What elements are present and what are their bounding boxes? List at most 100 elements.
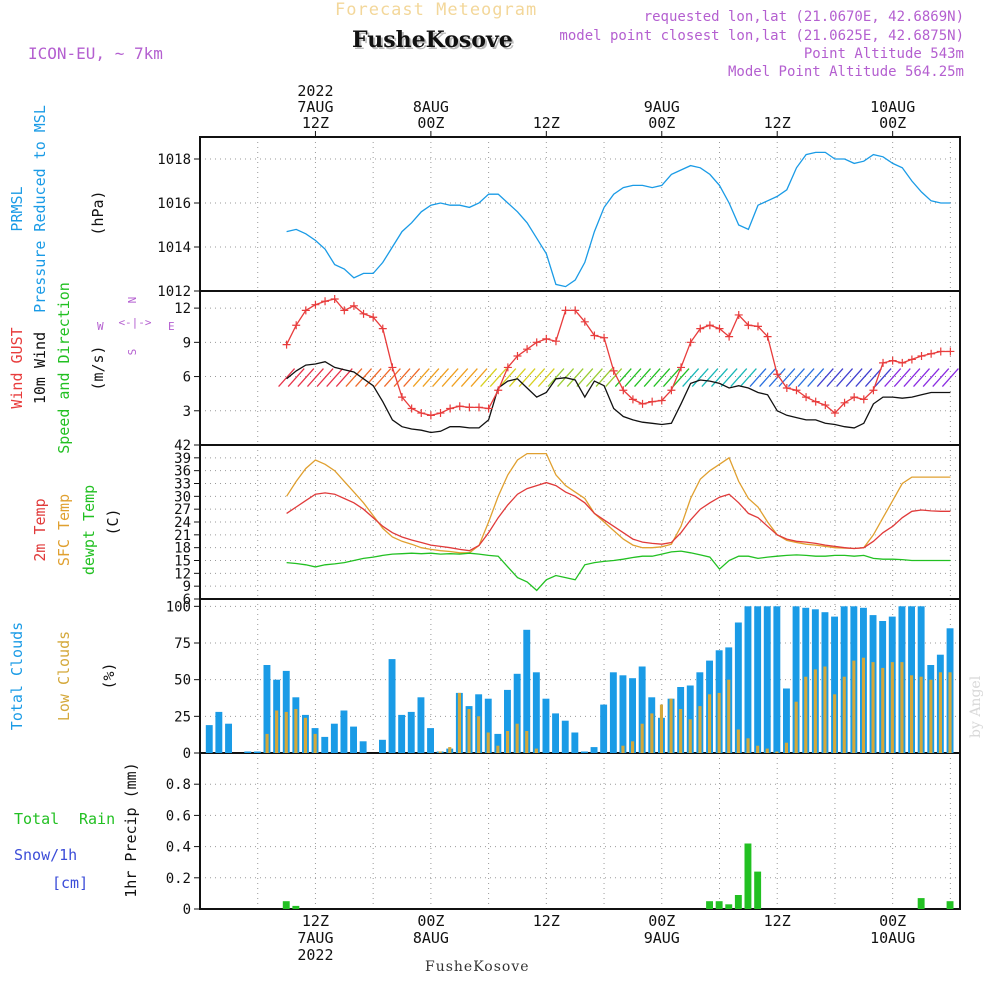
wind-direction-arrow (884, 368, 902, 387)
panel-frame (199, 752, 961, 910)
gust-marker (696, 324, 705, 333)
gust-marker (436, 409, 445, 418)
gust-marker (763, 332, 772, 341)
low-cloud-bar (486, 732, 490, 753)
gust-marker (523, 345, 532, 354)
gust-marker (677, 363, 686, 372)
gust-marker (513, 352, 522, 361)
total-cloud-bar (321, 736, 329, 753)
y-tick-label: 24 (174, 515, 191, 531)
gust-marker (648, 397, 657, 406)
wind-direction-arrow (864, 368, 882, 387)
closest-coords: model point closest lon,lat (21.0625E, 4… (559, 28, 964, 44)
low-cloud-bar (275, 710, 279, 753)
low-cloud-bar (842, 676, 846, 753)
wind-direction-arrow (383, 368, 401, 387)
low-cloud-bar (708, 694, 712, 753)
gust-marker (869, 386, 878, 395)
wind-direction-arrow (932, 368, 950, 387)
top-time-label: 00Z (417, 114, 444, 132)
low-cloud-bar (794, 701, 798, 753)
low-cloud-bar (448, 747, 452, 753)
gust-marker (811, 397, 820, 406)
series-gust-line (286, 298, 951, 416)
total-cloud-bar (388, 659, 396, 753)
total-cloud-bar (581, 751, 588, 753)
wind-direction-arrow (836, 368, 854, 387)
y-tick-label: 1016 (157, 196, 191, 212)
wind-direction-arrow (451, 368, 469, 387)
y-tick-label: 1014 (157, 240, 191, 256)
gust-marker (292, 321, 301, 330)
gust-marker (417, 409, 426, 418)
y-tick-label: 0.4 (166, 840, 191, 856)
total-cloud-bar (215, 711, 223, 753)
y-tick-label: 0.6 (166, 808, 191, 824)
requested-coords: requested lon,lat (21.0670E, 42.6869N) (643, 9, 964, 25)
low-cloud-bar (736, 729, 740, 753)
wind-direction-arrow (422, 368, 440, 387)
gust-marker (474, 403, 483, 412)
panel-0: 1012 1014 1016 1018 (157, 136, 961, 300)
bottom-time-label: 9AUG (644, 929, 680, 947)
low-cloud-bar (457, 692, 461, 753)
wind-direction-arrow (306, 368, 324, 387)
total-cloud-bar (359, 741, 367, 753)
gust-marker (590, 331, 599, 340)
ylabel-ms: (m/s) (89, 345, 107, 390)
wind-direction-arrow (537, 368, 555, 387)
ylabel-lowclouds: Low Clouds (55, 631, 73, 721)
low-cloud-bar (631, 741, 635, 753)
gust-marker (840, 398, 849, 407)
ylabel-sfc: SFC Temp (55, 494, 73, 566)
top-time-label: 2022 (297, 82, 333, 100)
model-label: ICON-EU, ~ 7km (28, 44, 163, 63)
bottom-time-label: 00Z (879, 912, 906, 930)
top-time-label: 8AUG (413, 98, 449, 116)
gust-marker (407, 404, 416, 413)
rain-bar (754, 871, 762, 909)
wind-direction-arrow (816, 368, 834, 387)
wind-direction-arrow (643, 368, 661, 387)
model-altitude: Model Point Altitude 564.25m (727, 64, 964, 80)
gust-marker (907, 355, 916, 364)
gust-marker (321, 297, 330, 306)
low-cloud-bar (861, 657, 865, 753)
gust-marker (349, 301, 358, 310)
low-cloud-bar (515, 723, 519, 753)
gust-marker (359, 309, 368, 318)
series-dewpt-line (286, 550, 951, 592)
rain-bar (725, 904, 733, 909)
low-cloud-bar (929, 679, 933, 753)
gust-marker (705, 321, 714, 330)
y-tick-label: 21 (174, 528, 191, 544)
wind-direction-arrow (499, 368, 517, 387)
wind-direction-arrow (412, 368, 430, 387)
low-cloud-bar (659, 704, 663, 753)
wind-direction-arrow (941, 368, 959, 387)
wind-direction-arrow (874, 368, 892, 387)
gust-marker (532, 338, 541, 347)
low-cloud-bar (717, 692, 721, 753)
gust-marker (571, 306, 580, 315)
y-tick-label: 9 (183, 579, 191, 595)
low-cloud-bar (284, 711, 288, 753)
y-tick-label: 25 (174, 709, 191, 725)
low-cloud-bar (688, 719, 692, 753)
total-cloud-bar (754, 606, 762, 753)
bottom-time-label: 8AUG (413, 929, 449, 947)
wind-direction-arrow (913, 368, 931, 387)
low-cloud-bar (833, 694, 837, 753)
wind-direction-arrow (720, 368, 738, 387)
low-cloud-bar (294, 709, 298, 753)
gust-marker (725, 332, 734, 341)
bottom-location: FusheKosove (425, 959, 530, 975)
low-cloud-bar (669, 698, 673, 753)
ylabel-gust: Wind GUST (8, 327, 26, 408)
wind-direction-arrow (489, 368, 507, 387)
top-time-label: 10AUG (870, 98, 915, 116)
low-cloud-bar (506, 731, 510, 753)
low-cloud-bar (890, 662, 894, 753)
low-cloud-bar (313, 733, 317, 753)
